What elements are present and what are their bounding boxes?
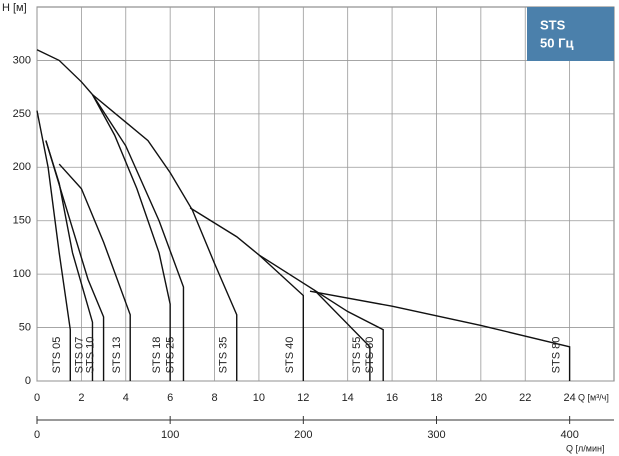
y-tick-label: 300 — [13, 54, 31, 66]
x-tick-label: 8 — [211, 392, 217, 404]
x-tick-label: 16 — [386, 392, 398, 404]
x-tick-label: 24 — [563, 392, 575, 404]
x-tick-label: 6 — [167, 392, 173, 404]
y-tick-label: 50 — [19, 321, 31, 333]
y-tick-label: 150 — [13, 215, 31, 227]
x-tick-label: 12 — [297, 392, 309, 404]
x2-tick-label: 200 — [294, 429, 312, 441]
x-tick-label: 4 — [123, 392, 129, 404]
x2-tick-label: 100 — [161, 429, 179, 441]
series-label: STS 55 — [351, 337, 363, 374]
plot-frame — [36, 6, 615, 382]
x-tick-label: 18 — [430, 392, 442, 404]
x-tick-label: 10 — [253, 392, 265, 404]
y-axis-label: H [м] — [2, 2, 27, 14]
x2-tick-label: 0 — [34, 429, 40, 441]
curve — [309, 290, 571, 381]
x-tick-label: 22 — [519, 392, 531, 404]
curve — [58, 163, 131, 381]
y-tick-label: 250 — [13, 108, 31, 120]
series-label: STS 18 — [151, 337, 163, 374]
badge-text: STS — [540, 17, 566, 32]
badge: STS 50 Гц — [527, 7, 614, 61]
badge-box — [527, 7, 614, 61]
curve — [314, 289, 384, 381]
series-label: STS 60 — [364, 337, 376, 374]
curve — [258, 254, 371, 381]
y-tick-label: 100 — [13, 268, 31, 280]
x2-tick-label: 400 — [560, 429, 578, 441]
x-tick-label: 0 — [34, 392, 40, 404]
curve — [91, 94, 171, 381]
curve — [91, 94, 185, 381]
series-label: STS 07 — [73, 337, 85, 374]
y-tick-label: 200 — [13, 161, 31, 173]
series-label: STS 25 — [164, 337, 176, 374]
x2-tick-label: 300 — [427, 429, 445, 441]
series-label: STS 80 — [551, 337, 563, 374]
series-label: STS 10 — [84, 337, 96, 374]
x2-axis-label: Q [л/мин] — [566, 443, 604, 453]
series-label: STS 05 — [51, 337, 63, 374]
series-label: STS 13 — [111, 337, 123, 374]
series-label: STS 40 — [284, 337, 296, 374]
x-tick-label: 20 — [475, 392, 487, 404]
x-axis-label: Q [м³/ч] — [578, 392, 609, 402]
x-tick-label: 2 — [78, 392, 84, 404]
curve — [36, 110, 71, 381]
curve — [36, 49, 238, 381]
series-label: STS 35 — [218, 337, 230, 374]
x-tick-label: 14 — [342, 392, 354, 404]
badge-text: 50 Гц — [540, 35, 573, 50]
curve — [45, 140, 105, 381]
y-tick-label: 0 — [25, 375, 31, 387]
